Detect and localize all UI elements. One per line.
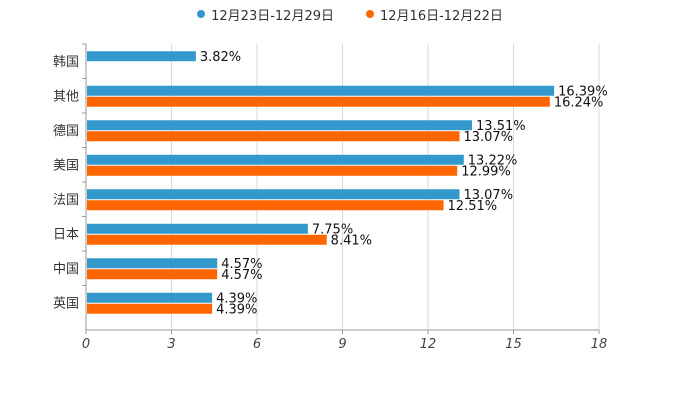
- data-label-series-1: 13.22%: [468, 153, 518, 168]
- x-tick-label: 0: [82, 337, 90, 352]
- data-label-series-1: 4.57%: [221, 257, 262, 272]
- bar-series-1: [87, 223, 308, 234]
- data-label-series-1: 13.07%: [463, 188, 513, 203]
- data-label-series-2: 12.99%: [461, 164, 511, 179]
- bar-series-2: [87, 131, 460, 142]
- legend-item-series-1[interactable]: 12月23日-12月29日: [197, 4, 334, 24]
- y-category-label: 日本: [53, 227, 79, 242]
- x-tick-label: 6: [253, 337, 261, 352]
- x-tick-label: 3: [167, 337, 175, 352]
- bar-series-1: [87, 189, 460, 200]
- bar-series-2: [87, 234, 327, 245]
- data-label-series-2: 16.24%: [554, 95, 604, 110]
- data-label-series-2: 13.07%: [463, 130, 513, 145]
- x-tick-label: 12: [420, 337, 437, 352]
- bar-series-2: [87, 200, 444, 211]
- bar-series-2: [87, 269, 218, 280]
- y-category-label: 德国: [53, 124, 79, 139]
- data-label-series-2: 8.41%: [331, 233, 372, 248]
- bar-series-1: [87, 154, 464, 165]
- data-label-series-2: 12.51%: [448, 199, 498, 214]
- data-label-series-2: 4.39%: [216, 302, 257, 317]
- legend-label-series-1: 12月23日-12月29日: [211, 8, 334, 24]
- legend-item-series-2[interactable]: 12月16日-12月22日: [366, 4, 503, 24]
- data-label-series-2: 4.57%: [221, 268, 262, 283]
- y-category-label: 法国: [53, 193, 79, 208]
- bar-series-1: [87, 51, 196, 62]
- bar-series-2: [87, 165, 458, 176]
- bar-series-2: [87, 96, 550, 107]
- legend-marker-series-2: [366, 10, 374, 18]
- y-category-label: 韩国: [53, 55, 79, 70]
- legend: 12月23日-12月29日 12月16日-12月22日: [0, 4, 700, 24]
- data-label-series-1: 16.39%: [558, 84, 608, 99]
- bar-series-1: [87, 292, 213, 303]
- bar-series-2: [87, 303, 213, 314]
- bar-series-1: [87, 258, 218, 269]
- legend-label-series-2: 12月16日-12月22日: [380, 8, 503, 24]
- y-category-label: 英国: [53, 296, 79, 311]
- data-label-series-1: 3.82%: [200, 50, 241, 65]
- bar-series-1: [87, 85, 555, 96]
- bar-series-1: [87, 120, 473, 131]
- data-label-series-1: 13.51%: [476, 119, 526, 134]
- y-category-label: 其他: [53, 89, 79, 104]
- x-tick-label: 15: [505, 337, 522, 352]
- data-label-series-1: 4.39%: [216, 291, 257, 306]
- legend-marker-series-1: [197, 10, 206, 18]
- y-category-label: 美国: [53, 158, 79, 173]
- data-label-series-1: 7.75%: [312, 222, 353, 237]
- x-tick-label: 9: [338, 337, 346, 352]
- y-category-label: 中国: [53, 262, 79, 277]
- x-tick-label: 18: [591, 337, 608, 352]
